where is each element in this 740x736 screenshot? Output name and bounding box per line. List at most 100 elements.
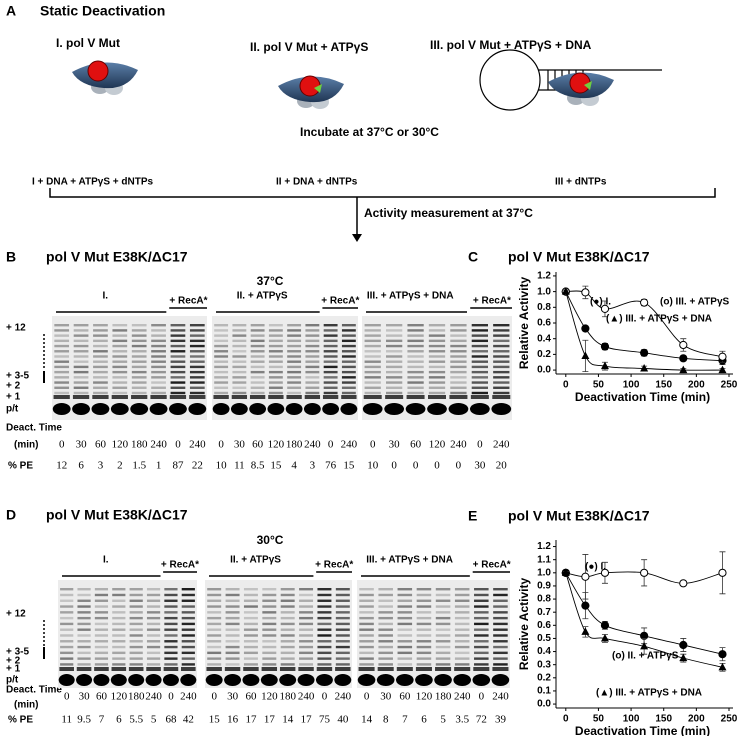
gel-band <box>334 674 352 686</box>
gel-band <box>435 667 452 671</box>
gel-band <box>128 674 145 686</box>
gel-band <box>73 360 89 363</box>
gel-band <box>323 355 338 358</box>
lane-label: 60 <box>245 691 257 703</box>
gel-band <box>93 339 108 343</box>
lane-label: 180 <box>131 439 148 451</box>
gel-band <box>493 622 508 626</box>
gel-band <box>150 395 167 399</box>
protein-icon <box>72 60 138 95</box>
gel-band <box>450 339 467 343</box>
gel-band <box>470 395 489 399</box>
gel-band <box>435 611 451 614</box>
gel-band <box>77 593 91 597</box>
gel-band <box>73 350 89 353</box>
pe-value: 68 <box>165 714 177 726</box>
x-tick-label: 200 <box>688 714 705 725</box>
gel-band <box>428 329 446 332</box>
gel-band <box>450 350 467 353</box>
gel-band <box>94 667 109 671</box>
temperature-label: 37°C <box>257 274 284 288</box>
gel-band <box>359 588 374 591</box>
gel-band <box>435 657 451 660</box>
gel-band <box>129 593 143 597</box>
gel-band <box>317 651 332 655</box>
lane-label: 0 <box>211 691 217 703</box>
gel-band <box>450 355 467 358</box>
gel-band <box>386 370 403 374</box>
gel-band <box>60 605 74 608</box>
gel-band <box>471 344 488 348</box>
gel-band <box>335 634 350 637</box>
gel-band <box>131 339 147 343</box>
gel-band <box>364 360 381 363</box>
gel-band <box>214 360 229 363</box>
gel-band <box>450 391 467 395</box>
size-marker: + 1 <box>6 664 21 675</box>
gel-band <box>73 344 89 348</box>
gel-band <box>305 344 320 348</box>
size-marker: + 2 <box>6 381 21 392</box>
gel-band <box>472 674 491 686</box>
gel-band <box>93 334 108 337</box>
lane-label: 240 <box>335 691 352 703</box>
gel-band <box>93 350 108 353</box>
gel-band <box>112 663 126 666</box>
gel-band <box>397 622 413 626</box>
gel-band <box>189 329 205 332</box>
panel-letter: D <box>6 507 16 523</box>
gel-band <box>454 645 470 649</box>
gel-band <box>164 640 178 643</box>
gel-band <box>396 674 414 686</box>
gel-band <box>471 360 488 363</box>
gel-band <box>94 616 109 620</box>
gel-band <box>207 651 222 655</box>
pe-value: 10 <box>216 460 228 472</box>
pe-value: 1.5 <box>132 460 146 472</box>
gel-band <box>164 628 178 631</box>
lane-label: 0 <box>477 439 483 451</box>
pe-value: 8.5 <box>251 460 265 472</box>
gel-band <box>58 674 75 686</box>
gel-band <box>471 334 488 337</box>
gel-band <box>94 663 109 666</box>
gel-band <box>131 350 147 353</box>
gel-band <box>262 634 277 637</box>
x-tick-label: 250 <box>721 380 738 391</box>
gel-band <box>493 611 508 614</box>
marker-circle <box>718 352 727 361</box>
gel-band <box>151 376 166 379</box>
gel-band <box>474 651 489 655</box>
gel-band <box>341 360 356 363</box>
panel-title: pol V Mut E38K/ΔC17 <box>46 507 188 523</box>
gel-band <box>386 350 403 353</box>
gel-band <box>146 593 161 597</box>
gel-band <box>112 339 128 343</box>
row-label: (min) <box>14 700 38 711</box>
gel-band <box>397 611 413 614</box>
gel-band <box>224 667 241 671</box>
lane-label: 60 <box>410 439 422 451</box>
gel-band <box>287 376 302 379</box>
gel-band <box>428 350 446 353</box>
gel-band <box>151 365 166 369</box>
gel-band <box>207 663 222 666</box>
gel-band <box>305 324 320 327</box>
gel-band <box>322 395 339 399</box>
y-tick-label: 1.0 <box>537 286 551 297</box>
gel-band <box>428 395 446 399</box>
gel-band <box>386 376 403 379</box>
gel-band <box>73 381 89 384</box>
gel-band <box>243 588 258 591</box>
lane-label: 0 <box>218 439 224 451</box>
gel-band <box>317 593 332 597</box>
gel-band <box>317 640 332 643</box>
gel-band <box>93 391 108 395</box>
gel-band <box>493 616 508 620</box>
y-tick-label: 1.1 <box>537 554 551 565</box>
gel-band <box>323 360 338 363</box>
size-marker: + 2 <box>6 656 21 667</box>
gel-band <box>189 370 205 374</box>
gel-band <box>93 329 108 332</box>
recA-label: + RecA* <box>473 296 511 307</box>
